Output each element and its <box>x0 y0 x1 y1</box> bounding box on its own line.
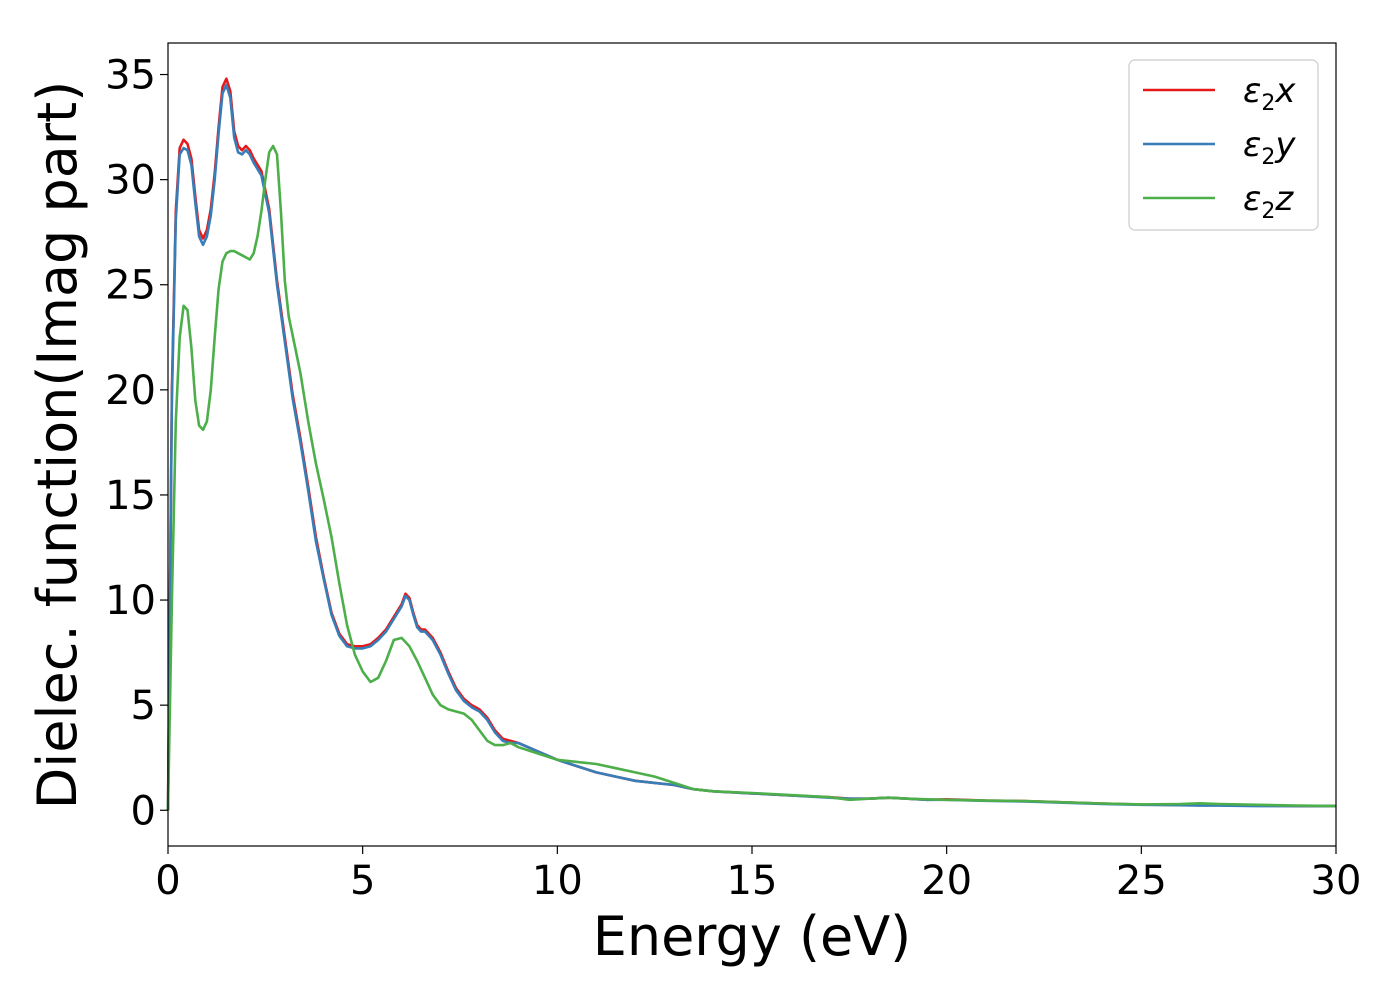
x-tick-label: 20 <box>921 858 972 904</box>
legend-box <box>1128 59 1319 231</box>
y-axis-ticks: 0 5 10 15 20 25 30 35 <box>105 53 168 834</box>
series-layer <box>166 77 1337 811</box>
y-tick-label: 0 <box>131 788 156 834</box>
y-tick-label: 20 <box>105 368 156 414</box>
x-tick-label: 10 <box>532 858 583 904</box>
legend-label-z: ε2z <box>1243 179 1294 224</box>
y-tick-label: 15 <box>105 473 156 519</box>
legend-label-y: ε2y <box>1243 125 1296 170</box>
series-line-z <box>166 144 1337 811</box>
x-tick-label: 25 <box>1116 858 1167 904</box>
x-tick-label: 0 <box>155 858 180 904</box>
y-tick-label: 35 <box>105 53 156 99</box>
y-tick-label: 25 <box>105 263 156 309</box>
y-tick-label: 30 <box>105 158 156 204</box>
legend-label-x: ε2x <box>1243 71 1296 116</box>
x-axis-ticks: 0 5 10 15 20 25 30 <box>155 846 1361 904</box>
x-tick-label: 5 <box>350 858 375 904</box>
x-axis-label: Energy (eV) <box>593 905 912 968</box>
y-tick-label: 10 <box>105 578 156 624</box>
x-tick-label: 15 <box>727 858 778 904</box>
x-tick-label: 30 <box>1311 858 1362 904</box>
y-tick-label: 5 <box>131 683 156 729</box>
y-axis-label: Dielec. function(Imag part) <box>26 81 89 810</box>
legend: ε2x ε2y ε2z <box>1128 59 1319 231</box>
